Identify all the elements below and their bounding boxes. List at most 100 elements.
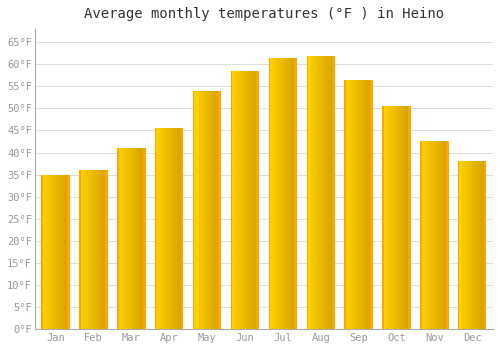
- Bar: [125, 148, 126, 329]
- Bar: [96, 170, 98, 329]
- Bar: [468, 161, 469, 329]
- Bar: [422, 141, 423, 329]
- Bar: [481, 161, 482, 329]
- Bar: [438, 141, 440, 329]
- Bar: [466, 161, 468, 329]
- Bar: [427, 141, 428, 329]
- Bar: [46, 175, 47, 329]
- Bar: [252, 71, 253, 329]
- Bar: [103, 170, 104, 329]
- Bar: [241, 71, 242, 329]
- Bar: [44, 175, 45, 329]
- Bar: [214, 91, 215, 329]
- Bar: [344, 80, 373, 329]
- Bar: [287, 58, 288, 329]
- Bar: [253, 71, 254, 329]
- Bar: [90, 170, 91, 329]
- Bar: [215, 91, 216, 329]
- Bar: [395, 106, 396, 329]
- Bar: [60, 175, 62, 329]
- Bar: [47, 175, 48, 329]
- Bar: [360, 80, 361, 329]
- Bar: [365, 80, 366, 329]
- Bar: [155, 128, 184, 329]
- Bar: [160, 128, 161, 329]
- Bar: [248, 71, 249, 329]
- Bar: [394, 106, 395, 329]
- Bar: [308, 56, 310, 329]
- Bar: [128, 148, 129, 329]
- Bar: [283, 58, 284, 329]
- Bar: [327, 56, 328, 329]
- Bar: [284, 58, 286, 329]
- Bar: [209, 91, 210, 329]
- Bar: [64, 175, 66, 329]
- Bar: [348, 80, 349, 329]
- Bar: [86, 170, 87, 329]
- Bar: [472, 161, 473, 329]
- Bar: [382, 106, 410, 329]
- Bar: [268, 58, 297, 329]
- Bar: [319, 56, 320, 329]
- Bar: [469, 161, 470, 329]
- Bar: [403, 106, 404, 329]
- Bar: [366, 80, 368, 329]
- Bar: [176, 128, 178, 329]
- Bar: [390, 106, 391, 329]
- Bar: [354, 80, 356, 329]
- Bar: [400, 106, 402, 329]
- Bar: [45, 175, 46, 329]
- Bar: [404, 106, 406, 329]
- Bar: [54, 175, 55, 329]
- Bar: [58, 175, 59, 329]
- Bar: [56, 175, 58, 329]
- Bar: [387, 106, 388, 329]
- Bar: [479, 161, 480, 329]
- Bar: [179, 128, 180, 329]
- Bar: [87, 170, 88, 329]
- Bar: [101, 170, 102, 329]
- Bar: [232, 71, 233, 329]
- Bar: [328, 56, 329, 329]
- Bar: [441, 141, 442, 329]
- Bar: [99, 170, 100, 329]
- Bar: [292, 58, 294, 329]
- Bar: [95, 170, 96, 329]
- Bar: [83, 170, 84, 329]
- Bar: [482, 161, 483, 329]
- Bar: [361, 80, 362, 329]
- Bar: [49, 175, 50, 329]
- Bar: [203, 91, 204, 329]
- Bar: [465, 161, 466, 329]
- Bar: [122, 148, 124, 329]
- Bar: [129, 148, 130, 329]
- Bar: [121, 148, 122, 329]
- Bar: [249, 71, 250, 329]
- Bar: [460, 161, 461, 329]
- Bar: [434, 141, 435, 329]
- Bar: [161, 128, 162, 329]
- Bar: [236, 71, 237, 329]
- Bar: [120, 148, 121, 329]
- Bar: [216, 91, 217, 329]
- Bar: [286, 58, 287, 329]
- Bar: [171, 128, 172, 329]
- Bar: [428, 141, 429, 329]
- Bar: [205, 91, 206, 329]
- Bar: [244, 71, 245, 329]
- Bar: [346, 80, 348, 329]
- Bar: [233, 71, 234, 329]
- Bar: [476, 161, 477, 329]
- Bar: [196, 91, 198, 329]
- Bar: [312, 56, 313, 329]
- Bar: [314, 56, 315, 329]
- Bar: [353, 80, 354, 329]
- Bar: [423, 141, 424, 329]
- Bar: [172, 128, 174, 329]
- Bar: [217, 91, 218, 329]
- Bar: [213, 91, 214, 329]
- Bar: [325, 56, 326, 329]
- Bar: [199, 91, 200, 329]
- Bar: [80, 170, 82, 329]
- Bar: [163, 128, 164, 329]
